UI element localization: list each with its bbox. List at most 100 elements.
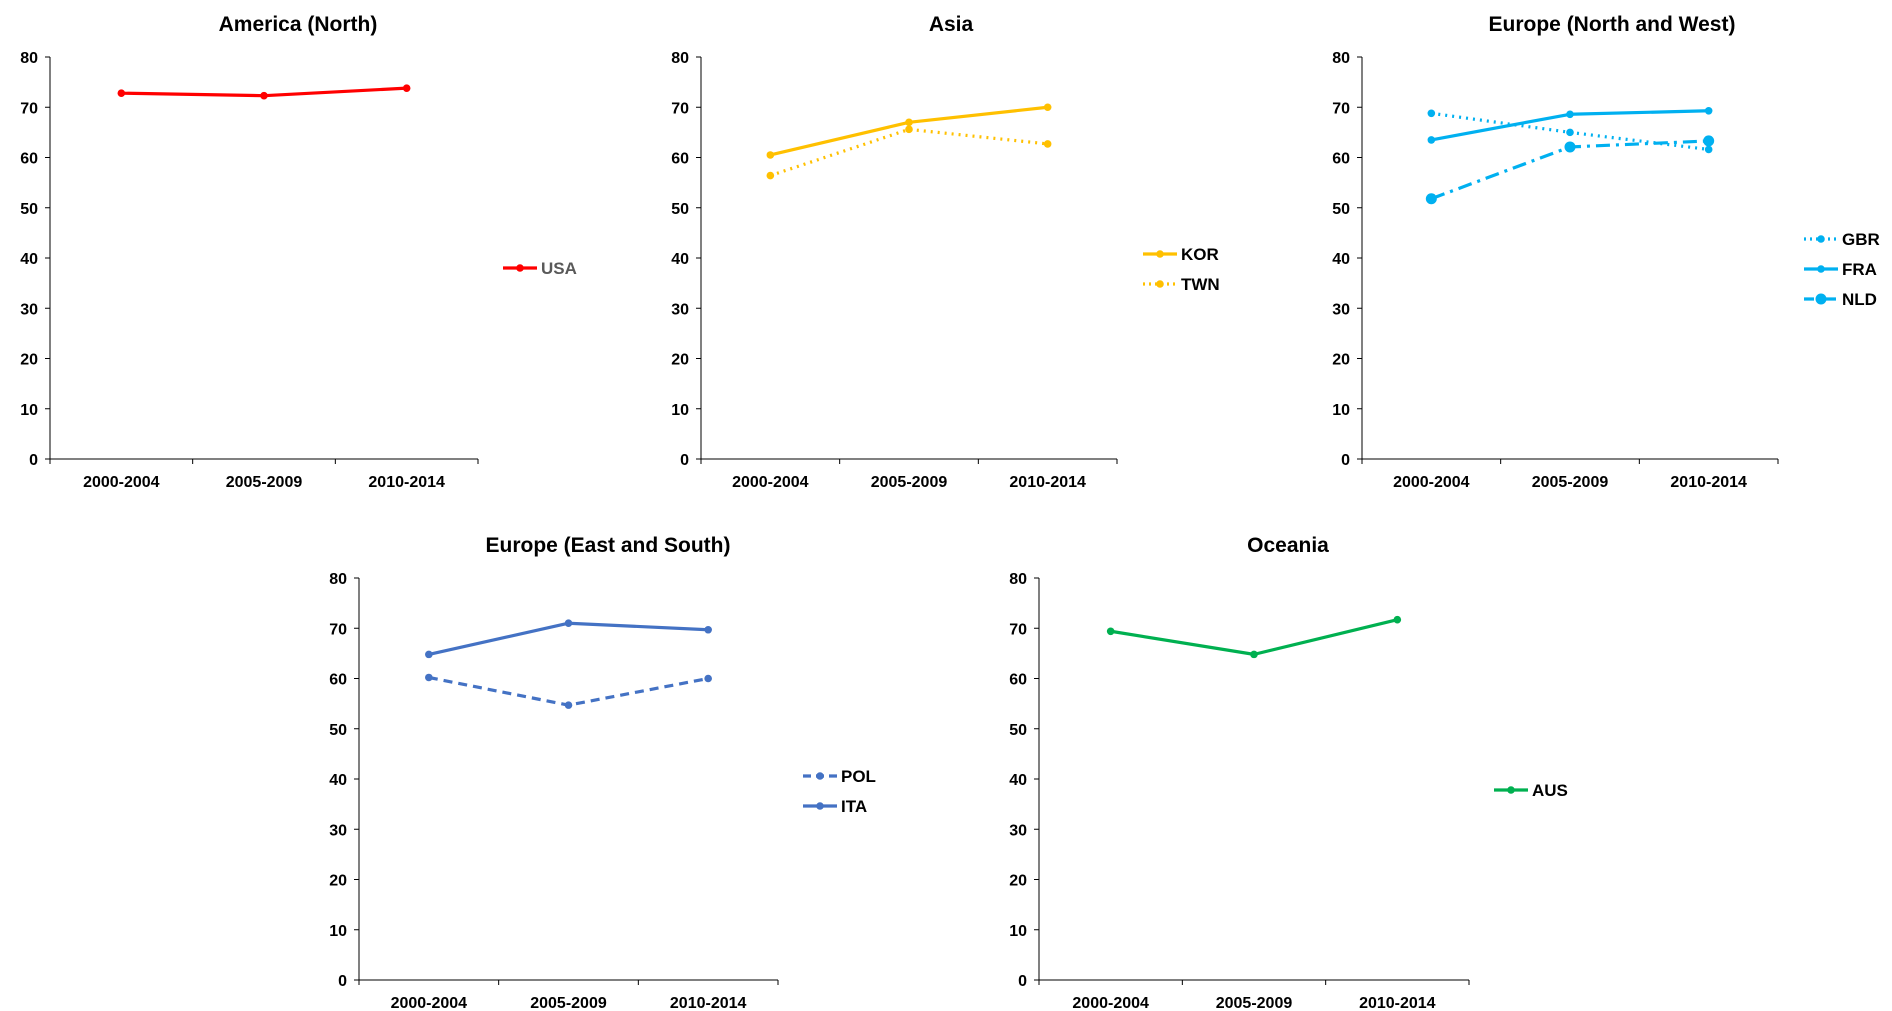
y-tick-label: 70 — [329, 621, 347, 638]
legend-label-pol: POL — [841, 767, 876, 786]
y-tick-label: 50 — [1009, 722, 1027, 739]
y-tick-label: 0 — [338, 973, 347, 990]
chart-panel-america-north: America (North) 0 10 20 30 40 50 60 70 80 2000-20… — [20, 13, 577, 491]
data-point-gbr — [1427, 109, 1436, 118]
legend-marker-usa — [516, 264, 524, 272]
chart-panel-oceania: Oceania 0 10 20 30 40 50 60 70 80 2000-2004 2005-2… — [1009, 534, 1568, 1011]
data-point-nld — [1425, 193, 1437, 205]
data-point-ita — [425, 650, 433, 659]
y-tick-label: 0 — [680, 452, 689, 469]
y-tick-label: 20 — [1332, 352, 1350, 369]
data-point-gbr — [1566, 128, 1574, 137]
legend-label-ita: ITA — [841, 797, 867, 816]
legend-marker-ita — [816, 802, 824, 810]
x-tick-label: 2005-2009 — [530, 995, 607, 1011]
x-tick-label: 2005-2009 — [1216, 995, 1293, 1011]
x-tick-label: 2000-2004 — [732, 474, 809, 491]
x-tick-label: 2000-2004 — [1072, 995, 1149, 1011]
legend-label-fra: FRA — [1842, 260, 1877, 279]
x-tick-label: 2010-2014 — [368, 474, 445, 491]
data-point-kor — [766, 151, 775, 159]
y-tick-label: 50 — [20, 201, 38, 218]
y-tick-label: 40 — [20, 251, 38, 268]
chart-title: Europe (East and South) — [485, 534, 730, 557]
y-tick-label: 60 — [329, 672, 347, 689]
y-tick-label: 40 — [329, 772, 347, 789]
y-tick-label: 80 — [20, 50, 38, 67]
legend-marker-aus — [1507, 786, 1515, 794]
data-point-ita — [704, 625, 712, 634]
data-point-aus — [1250, 650, 1258, 659]
chart-panel-asia: Asia 0 10 20 30 40 50 60 70 80 2000-2004 2005-2009… — [671, 13, 1220, 491]
data-point-nld — [1703, 135, 1715, 147]
x-tick-label: 2010-2014 — [1009, 474, 1086, 491]
y-tick-label: 20 — [1009, 873, 1027, 890]
series-line-aus — [1110, 618, 1398, 656]
chart-title: America (North) — [219, 13, 378, 36]
y-tick-label: 20 — [671, 352, 689, 369]
y-tick-label: 10 — [1009, 923, 1027, 940]
chart-panel-europe-north-west: Europe (North and West) 0 10 20 30 40 50 60 70 8… — [1332, 13, 1880, 491]
x-tick-label: 2010-2014 — [670, 995, 747, 1011]
data-point-usa — [260, 91, 268, 100]
series-line-twn — [769, 127, 1048, 178]
y-tick-label: 70 — [671, 100, 689, 117]
legend-marker-twn — [1156, 280, 1164, 288]
y-tick-label: 70 — [1009, 621, 1027, 638]
y-tick-label: 10 — [329, 923, 347, 940]
y-tick-label: 30 — [20, 301, 38, 318]
y-tick-label: 70 — [20, 100, 38, 117]
y-tick-label: 0 — [1341, 452, 1350, 469]
y-tick-label: 40 — [1332, 251, 1350, 268]
y-tick-label: 30 — [1009, 822, 1027, 839]
y-tick-label: 10 — [671, 402, 689, 419]
data-point-kor — [905, 118, 913, 127]
data-point-ita — [564, 619, 573, 628]
x-tick-label: 2000-2004 — [391, 995, 468, 1011]
legend-label-usa: USA — [541, 259, 577, 278]
y-tick-label: 80 — [671, 50, 689, 67]
x-tick-label: 2000-2004 — [83, 474, 160, 491]
data-point-usa — [402, 84, 411, 92]
data-point-kor — [1043, 103, 1052, 112]
x-tick-label: 2010-2014 — [1359, 995, 1436, 1011]
y-tick-label: 0 — [29, 452, 38, 469]
data-point-fra — [1427, 136, 1436, 144]
legend-marker-pol — [816, 772, 824, 780]
y-tick-label: 40 — [1009, 772, 1027, 789]
y-tick-label: 80 — [1332, 50, 1350, 67]
data-point-gbr — [1704, 145, 1713, 154]
y-tick-label: 60 — [671, 151, 689, 168]
legend-marker-fra — [1817, 265, 1825, 273]
legend-marker-nld — [1815, 293, 1827, 305]
y-tick-label: 0 — [1018, 973, 1027, 990]
y-tick-label: 60 — [1332, 151, 1350, 168]
y-tick-label: 30 — [329, 822, 347, 839]
y-tick-label: 20 — [20, 352, 38, 369]
x-tick-label: 2005-2009 — [226, 474, 303, 491]
y-tick-label: 20 — [329, 873, 347, 890]
data-point-pol — [564, 701, 573, 709]
chart-title: Europe (North and West) — [1489, 13, 1736, 36]
legend-label-nld: NLD — [1842, 290, 1877, 309]
y-tick-label: 10 — [20, 402, 38, 419]
data-point-twn — [766, 171, 775, 180]
y-tick-label: 80 — [329, 571, 347, 588]
y-tick-label: 50 — [1332, 201, 1350, 218]
data-point-pol — [704, 674, 712, 683]
chart-panel-europe-east-south: Europe (East and South) 0 10 20 30 40 50 60 70 8… — [329, 534, 876, 1011]
data-point-aus — [1393, 615, 1402, 624]
data-point-fra — [1704, 106, 1713, 115]
y-tick-label: 50 — [329, 722, 347, 739]
y-tick-label: 10 — [1332, 402, 1350, 419]
y-tick-label: 70 — [1332, 100, 1350, 117]
data-point-twn — [1043, 140, 1052, 148]
data-point-usa — [117, 89, 126, 97]
y-tick-label: 60 — [20, 151, 38, 168]
data-point-nld — [1564, 141, 1576, 153]
y-tick-label: 40 — [671, 251, 689, 268]
x-tick-label: 2005-2009 — [1532, 474, 1609, 491]
y-tick-label: 60 — [1009, 672, 1027, 689]
chart-title: Asia — [929, 13, 974, 36]
